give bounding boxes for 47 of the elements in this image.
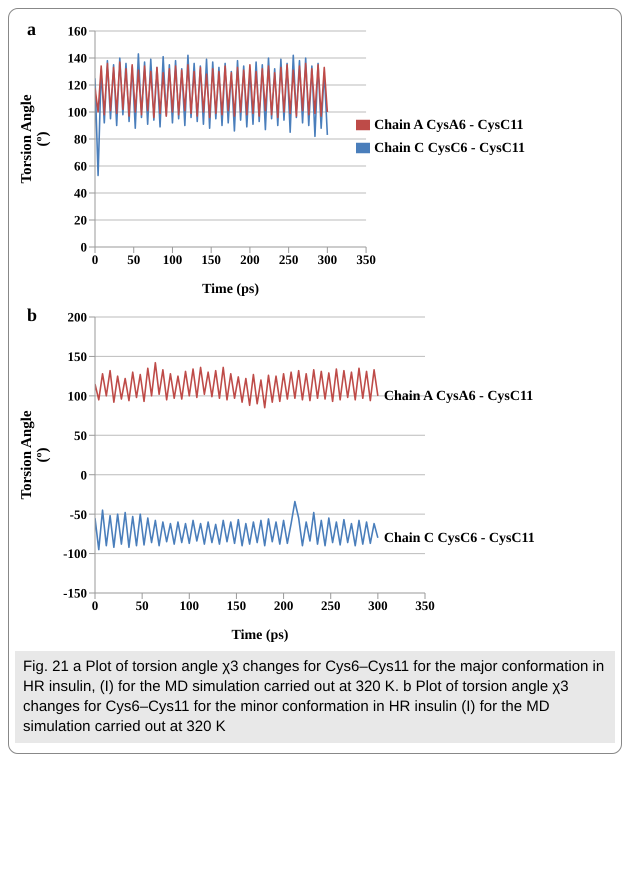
- y-tick-label: -50: [70, 506, 87, 522]
- x-tick-label: 50: [127, 252, 140, 268]
- chart-title: b: [27, 305, 38, 326]
- x-axis-title: Time (ps): [232, 628, 289, 643]
- x-tick-label: 150: [226, 598, 246, 614]
- x-tick-label: 150: [201, 252, 221, 268]
- y-tick-label: 140: [68, 50, 87, 66]
- x-tick-label: 350: [356, 252, 376, 268]
- caption: Fig. 21 a Plot of torsion angle χ3 changes for Cys6–Cys11 for the major conformation in HR insulin, (I) for the MD simulation carried out at 320 K. b Plot of torsion angle χ3 changes for Cys6–Cys11 for the minor conformation in HR insulin (I) for the MD simulation carried out at 320 K: [15, 651, 615, 743]
- x-tick-label: 0: [92, 598, 98, 614]
- series-label: Chain C CysC6 - CysC11: [384, 530, 535, 546]
- y-axis-title: Torsion Angle (º): [19, 410, 51, 500]
- y-tick-label: 80: [74, 132, 87, 147]
- legend-label: Chain A CysA6 - CysC11: [374, 118, 524, 134]
- y-tick-label: 150: [68, 349, 87, 364]
- line-series: [95, 362, 379, 408]
- y-tick-label: 200: [68, 310, 87, 325]
- y-tick-label: 120: [68, 78, 87, 93]
- y-tick-label: 20: [74, 212, 87, 228]
- y-tick-label: 0: [80, 240, 87, 255]
- x-axis-title: Time (ps): [202, 282, 260, 297]
- line-series: [95, 500, 379, 550]
- legend-label: Chain C CysC6 - CysC11: [374, 141, 525, 156]
- x-tick-label: 300: [318, 252, 338, 268]
- x-tick-label: 0: [92, 252, 98, 268]
- y-tick-label: 100: [68, 104, 87, 120]
- y-tick-label: 40: [74, 186, 87, 201]
- y-tick-label: 0: [80, 467, 87, 482]
- x-tick-label: 200: [274, 598, 294, 614]
- y-tick-label: -150: [63, 586, 87, 601]
- x-tick-label: 200: [240, 252, 260, 268]
- x-tick-label: 350: [415, 598, 435, 614]
- series-label: Chain A CysA6 - CysC11: [384, 388, 534, 404]
- y-tick-label: 160: [68, 24, 87, 39]
- chart-title: a: [27, 19, 36, 40]
- x-tick-label: 300: [368, 598, 388, 614]
- x-tick-label: 100: [180, 598, 200, 614]
- y-axis-title: Torsion Angle (º): [19, 94, 51, 184]
- y-tick-label: 50: [74, 428, 87, 443]
- y-tick-label: 100: [68, 388, 87, 404]
- y-tick-label: 60: [74, 158, 87, 174]
- y-tick-label: -100: [63, 546, 87, 562]
- line-series: [95, 61, 328, 118]
- x-tick-label: 50: [136, 598, 149, 614]
- x-tick-label: 250: [320, 598, 340, 614]
- x-tick-label: 250: [278, 252, 298, 268]
- x-tick-label: 100: [162, 252, 182, 268]
